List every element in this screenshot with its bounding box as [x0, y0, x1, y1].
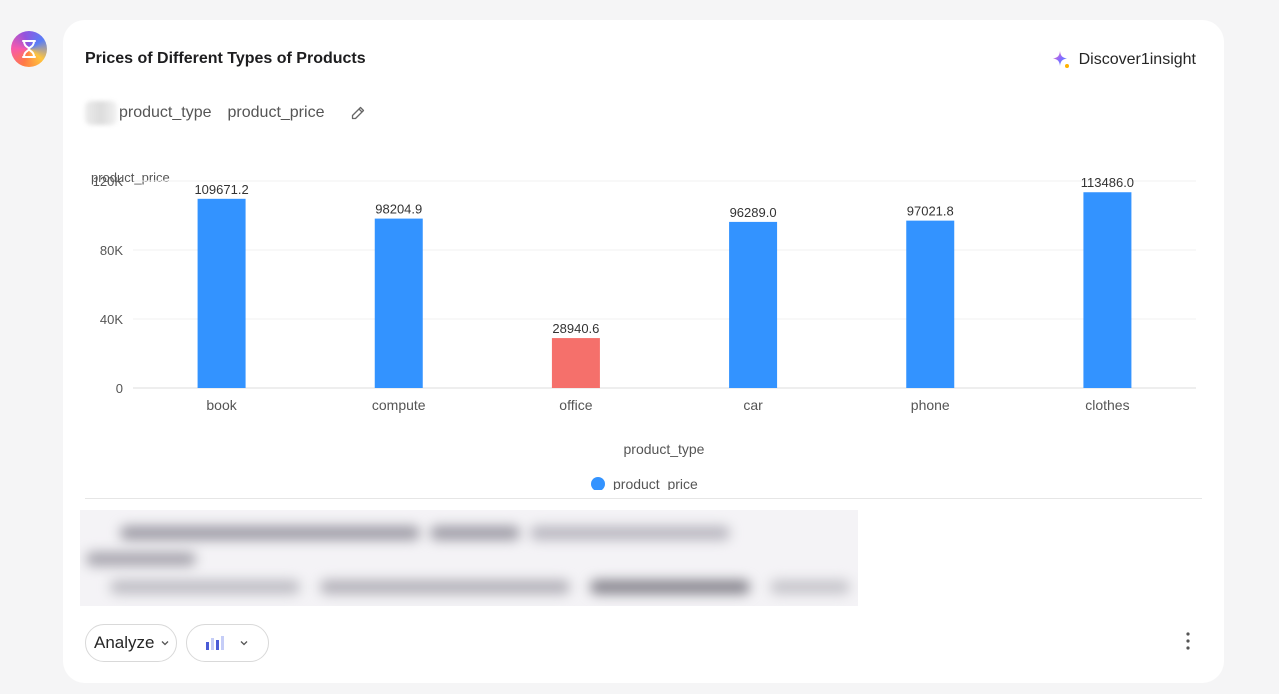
hourglass-icon: [22, 40, 36, 58]
bar-value-label: 96289.0: [730, 205, 777, 220]
chart-type-dropdown[interactable]: [186, 624, 269, 662]
bar-clothes[interactable]: [1083, 192, 1132, 388]
x-tick-label: office: [559, 397, 592, 413]
bar-value-label: 28940.6: [552, 321, 599, 336]
chevron-down-icon: [240, 641, 248, 646]
bars: 109671.2 98204.9 28940.6 96289.0 97021.8 1134…: [194, 175, 1134, 388]
legend-marker: [591, 477, 605, 490]
more-vertical-icon[interactable]: [1178, 629, 1198, 653]
x-tick-label: clothes: [1085, 397, 1129, 413]
chevron-down-icon: [162, 641, 169, 646]
insight-card: Prices of Different Types of Products Di…: [63, 20, 1224, 683]
x-tick-label: car: [743, 397, 763, 413]
blurred-insight-summary: [80, 510, 858, 606]
y-tick-label: 40K: [100, 312, 123, 327]
field-product-price[interactable]: product_price: [227, 104, 325, 121]
y-tick-label: 0: [116, 381, 123, 396]
y-tick-label: 120K: [93, 174, 124, 189]
grid-lines: [133, 180, 1196, 389]
analyze-dropdown[interactable]: Analyze: [85, 624, 177, 662]
bar-phone[interactable]: [906, 220, 955, 388]
bar-value-label: 109671.2: [194, 182, 248, 197]
bar-value-label: 97021.8: [907, 204, 954, 219]
discover-insight-button[interactable]: Discover1insight: [1051, 50, 1196, 70]
bar-compute[interactable]: [374, 218, 423, 388]
bar-value-label: 98204.9: [375, 202, 422, 217]
bar-value-label: 113486.0: [1081, 175, 1134, 190]
x-tick-label: book: [206, 397, 237, 413]
divider: [85, 498, 1202, 499]
app-avatar[interactable]: [11, 31, 47, 67]
card-title: Prices of Different Types of Products: [85, 50, 366, 67]
bar-book[interactable]: [197, 198, 246, 388]
x-tick-label: phone: [911, 397, 950, 413]
y-axis-ticks: 0 40K 80K 120K: [93, 174, 124, 396]
bar-chart: product_price 0 40K 80K 120K 109671.2 98204.…: [91, 170, 1196, 490]
blurred-field-chip: [85, 101, 117, 125]
sparkle-icon: [1052, 51, 1069, 68]
bar-office[interactable]: [551, 338, 600, 388]
bar-chart-icon: [206, 636, 224, 650]
y-tick-label: 80K: [100, 243, 123, 258]
field-selector: product_type product_price: [85, 100, 366, 126]
legend-label: product_price: [613, 476, 698, 490]
field-product-type[interactable]: product_type: [119, 104, 212, 121]
x-tick-label: compute: [372, 397, 426, 413]
edit-icon[interactable]: [350, 105, 366, 121]
x-axis-ticks: book compute office car phone clothes: [206, 397, 1129, 413]
legend[interactable]: product_price: [591, 476, 698, 490]
bar-car[interactable]: [729, 221, 778, 388]
x-axis-label: product_type: [624, 441, 705, 457]
discover-insight-label: Discover1insight: [1078, 51, 1196, 68]
analyze-label: Analyze: [94, 633, 155, 652]
